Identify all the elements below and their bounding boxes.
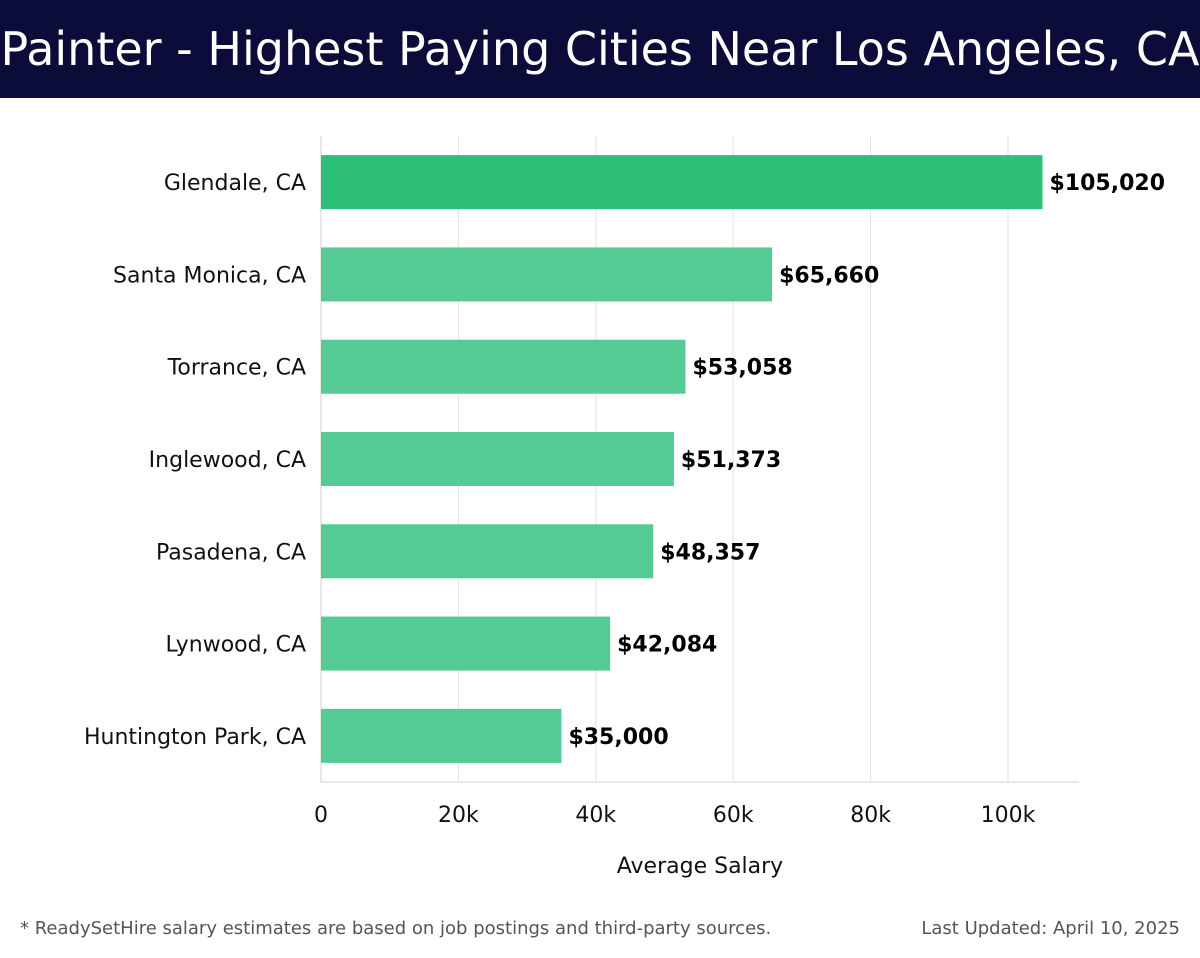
bar-4	[321, 432, 674, 486]
category-label-1: Glendale, CA	[164, 171, 306, 196]
value-label-1: $105,020	[1049, 171, 1165, 196]
bar-6	[321, 616, 611, 671]
x-tick-label-1: 20k	[438, 803, 479, 828]
category-label-6: Lynwood, CA	[166, 633, 306, 658]
bar-7	[321, 708, 562, 763]
last-updated: Last Updated: April 10, 2025	[921, 918, 1180, 939]
value-label-7: $35,000	[568, 725, 668, 750]
value-label-6: $42,084	[617, 633, 717, 658]
category-label-5: Pasadena, CA	[156, 540, 306, 565]
footer-note: * ReadySetHire salary estimates are base…	[20, 918, 772, 939]
value-label-3: $53,058	[693, 356, 793, 381]
x-axis-title: Average Salary	[617, 854, 783, 879]
category-label-2: Santa Monica, CA	[113, 263, 306, 288]
chart-title: Painter - Highest Paying Cities Near Los…	[0, 22, 1200, 76]
bar-1	[321, 155, 1043, 210]
x-tick-label-2: 40k	[575, 803, 616, 828]
bar-2	[321, 247, 773, 302]
bar-3	[321, 339, 686, 394]
title-bar: Painter - Highest Paying Cities Near Los…	[0, 0, 1200, 98]
bar-5	[321, 524, 654, 579]
category-label-4: Inglewood, CA	[149, 448, 306, 473]
value-label-5: $48,357	[660, 540, 760, 565]
bar-chart: Glendale, CA $105,020 Santa Monica, CA $65,…	[84, 136, 1165, 879]
x-tick-label-5: 100k	[981, 803, 1036, 828]
category-label-3: Torrance, CA	[167, 356, 306, 381]
category-label-7: Huntington Park, CA	[84, 725, 306, 750]
x-tick-label-0: 0	[314, 803, 328, 828]
x-tick-label-3: 60k	[713, 803, 754, 828]
value-label-2: $65,660	[779, 263, 879, 288]
value-label-4: $51,373	[681, 448, 781, 473]
x-tick-label-4: 80k	[850, 803, 891, 828]
